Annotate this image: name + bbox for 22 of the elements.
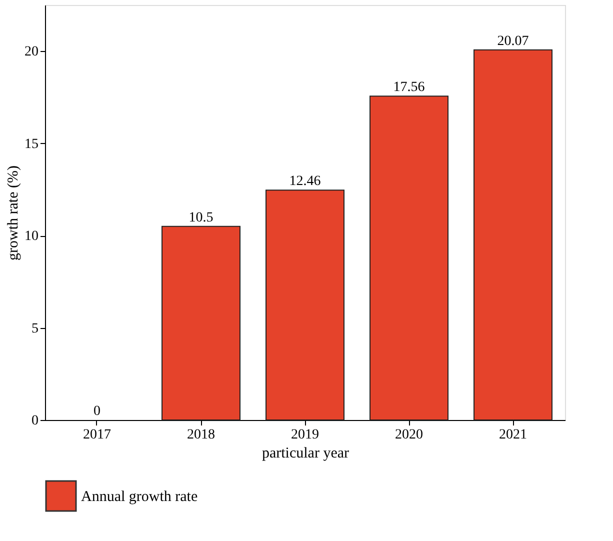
legend-label: Annual growth rate xyxy=(81,489,198,505)
bar xyxy=(474,49,552,420)
bar xyxy=(370,96,448,420)
x-tick-label: 2021 xyxy=(499,428,527,442)
bar xyxy=(266,190,344,420)
x-axis-title: particular year xyxy=(262,446,350,462)
x-tick-label: 2019 xyxy=(291,428,319,442)
y-tick-label: 15 xyxy=(24,136,38,152)
y-tick-label: 20 xyxy=(24,44,38,60)
bar xyxy=(162,226,240,420)
x-tick-label: 2017 xyxy=(83,428,111,442)
y-tick-label: 5 xyxy=(32,321,38,336)
data-label: 12.46 xyxy=(289,174,321,190)
data-label: 10.5 xyxy=(188,210,214,226)
x-tick-label: 2020 xyxy=(395,428,423,442)
y-tick-label: 10 xyxy=(24,229,38,244)
data-label: 17.56 xyxy=(393,80,425,96)
y-axis-title: growth rate (%) xyxy=(6,166,22,260)
x-tick-label: 2018 xyxy=(187,428,215,442)
data-label: 0 xyxy=(94,404,100,419)
y-tick-label: 0 xyxy=(32,414,38,428)
data-label: 20.07 xyxy=(497,34,529,49)
